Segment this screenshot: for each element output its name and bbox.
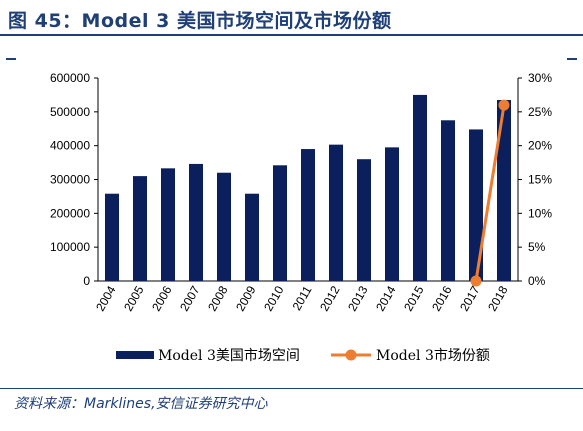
bar-2007 <box>189 163 203 281</box>
left-dash-marker <box>6 58 16 60</box>
bar-2006 <box>161 168 175 281</box>
share-point-2018 <box>498 99 510 111</box>
y-right-tick-label: 20% <box>528 139 552 153</box>
x-tick-label: 2009 <box>233 283 259 313</box>
legend-line-label: Model 3市场份额 <box>376 347 490 364</box>
legend-bar-swatch <box>116 351 154 359</box>
share-line <box>474 104 506 282</box>
y-left-tick-label: 0 <box>83 274 90 288</box>
bar-2015 <box>413 94 427 282</box>
bar-2013 <box>357 159 371 281</box>
x-tick-label: 2011 <box>290 283 315 313</box>
x-tick-label: 2005 <box>121 283 147 313</box>
x-tick-label: 2015 <box>401 283 427 313</box>
source-divider <box>0 388 583 389</box>
x-tick-label: 2006 <box>149 283 175 313</box>
bar-2012 <box>329 144 343 281</box>
x-tick-label: 2013 <box>345 283 371 313</box>
right-dash-marker <box>567 58 577 60</box>
share-point-2017 <box>470 275 482 287</box>
y-right-tick-label: 25% <box>528 105 552 119</box>
y-left-tick-label: 300000 <box>50 173 90 187</box>
x-tick-label: 2017 <box>457 283 483 313</box>
legend-bar-label: Model 3美国市场空间 <box>158 347 300 364</box>
y-right-tick-label: 10% <box>528 206 552 220</box>
x-tick-label: 2012 <box>317 283 343 313</box>
y-left-tick-label: 100000 <box>50 240 90 254</box>
bar-2018 <box>497 99 511 281</box>
y-left-tick-label: 500000 <box>50 105 90 119</box>
x-tick-label: 2014 <box>373 283 399 313</box>
y-right-tick-label: 30% <box>528 71 552 85</box>
source-note: 资料来源：Marklines,安信证券研究中心 <box>14 396 268 412</box>
x-tick-label: 2010 <box>261 283 287 313</box>
bar-2004 <box>105 193 119 281</box>
y-right-tick-label: 15% <box>528 173 552 187</box>
bar-2016 <box>441 120 455 282</box>
y-left-tick-label: 200000 <box>50 206 90 220</box>
bar-2011 <box>301 149 315 281</box>
bar-2014 <box>385 147 399 281</box>
bar-2005 <box>133 176 147 281</box>
bar-2017 <box>469 129 483 281</box>
x-tick-label: 2016 <box>429 283 455 313</box>
bar-2010 <box>273 165 287 281</box>
legend-line-marker <box>345 349 357 361</box>
y-right-tick-label: 0% <box>528 274 546 288</box>
bar-2009 <box>245 193 259 281</box>
title-underline <box>0 34 583 36</box>
x-tick-label: 2007 <box>177 283 203 313</box>
x-tick-label: 2008 <box>205 283 231 313</box>
y-left-tick-label: 400000 <box>50 139 90 153</box>
x-tick-label: 2004 <box>93 283 119 313</box>
y-right-tick-label: 5% <box>528 240 546 254</box>
figure-title: 图 45：Model 3 美国市场空间及市场份额 <box>8 10 392 32</box>
bar-2008 <box>217 172 231 281</box>
x-tick-label: 2018 <box>485 283 511 313</box>
y-left-tick-label: 600000 <box>50 71 90 85</box>
